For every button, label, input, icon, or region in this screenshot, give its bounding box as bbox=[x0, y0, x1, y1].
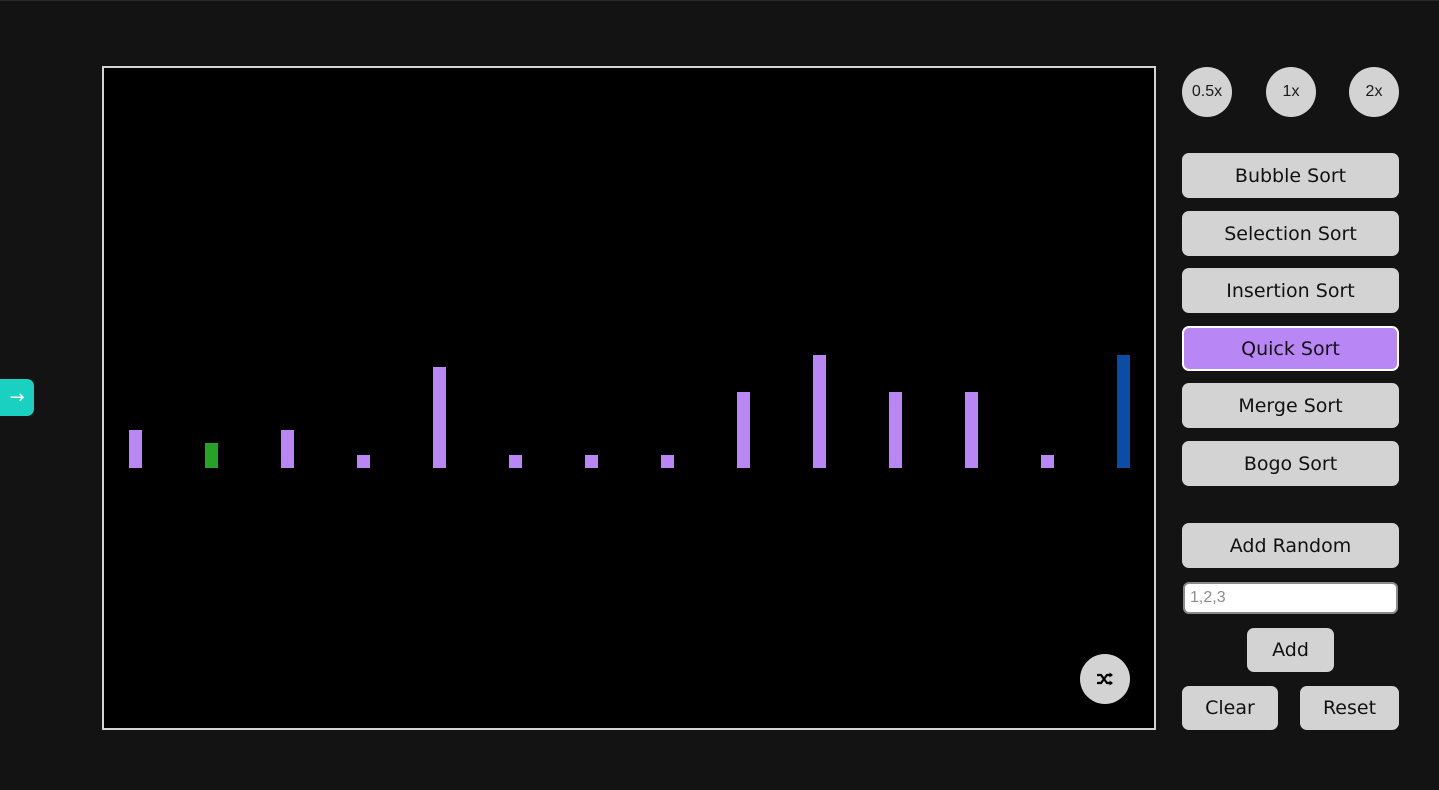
array-bar bbox=[509, 455, 522, 468]
speed-2x-button[interactable]: 2x bbox=[1349, 67, 1399, 117]
array-bar bbox=[889, 392, 902, 468]
array-bar bbox=[129, 430, 142, 468]
array-bar bbox=[965, 392, 978, 468]
arrow-right-icon: → bbox=[9, 387, 25, 408]
selection-sort-button[interactable]: Selection Sort bbox=[1182, 211, 1399, 256]
reset-button[interactable]: Reset bbox=[1300, 686, 1399, 730]
insertion-sort-button[interactable]: Insertion Sort bbox=[1182, 268, 1399, 313]
add-random-button[interactable]: Add Random bbox=[1182, 523, 1399, 568]
shuffle-icon bbox=[1097, 672, 1113, 686]
sort-visualizer-canvas bbox=[102, 66, 1156, 730]
sidebar-toggle-button[interactable]: → bbox=[0, 379, 34, 416]
speed-0-5x-button[interactable]: 0.5x bbox=[1182, 67, 1232, 117]
values-input[interactable] bbox=[1183, 582, 1398, 614]
array-bar bbox=[281, 430, 294, 468]
array-bar bbox=[433, 367, 446, 468]
array-bar bbox=[1117, 355, 1130, 468]
clear-button[interactable]: Clear bbox=[1182, 686, 1278, 730]
array-bar bbox=[1041, 455, 1054, 468]
speed-1x-button[interactable]: 1x bbox=[1266, 67, 1316, 117]
bubble-sort-button[interactable]: Bubble Sort bbox=[1182, 153, 1399, 198]
array-bar bbox=[357, 455, 370, 468]
quick-sort-button[interactable]: Quick Sort bbox=[1182, 326, 1399, 371]
array-bar bbox=[661, 455, 674, 468]
array-bar bbox=[585, 455, 598, 468]
bogo-sort-button[interactable]: Bogo Sort bbox=[1182, 441, 1399, 486]
array-bar bbox=[205, 443, 218, 468]
add-button[interactable]: Add bbox=[1247, 628, 1334, 672]
merge-sort-button[interactable]: Merge Sort bbox=[1182, 383, 1399, 428]
shuffle-button[interactable] bbox=[1080, 654, 1130, 704]
array-bar bbox=[737, 392, 750, 468]
array-bar bbox=[813, 355, 826, 468]
